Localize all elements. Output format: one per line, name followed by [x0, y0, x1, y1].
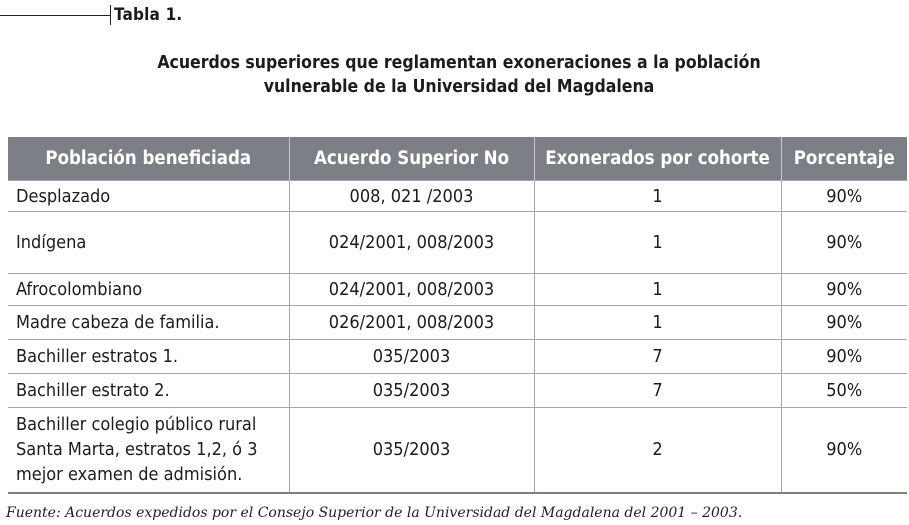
cell-line: Bachiller estratos 1.	[16, 346, 179, 367]
poblacion-cell: Bachiller estrato 2.	[8, 373, 289, 408]
porcentaje-cell: 90%	[780, 180, 907, 212]
porcentaje-cell: 90%	[780, 339, 907, 374]
cell-line: Indígena	[16, 232, 87, 253]
acuerdo-cell: 035/2003	[288, 407, 534, 494]
acuerdo-cell: 024/2001, 008/2003	[288, 211, 534, 274]
acuerdo-cell: 024/2001, 008/2003	[288, 273, 534, 306]
exonerados-cell: 1	[533, 273, 781, 306]
column-header: Acuerdo Superior No	[288, 137, 534, 181]
porcentaje-cell: 90%	[780, 273, 907, 306]
table-number: Tabla 1.	[114, 5, 183, 25]
exonerados-cell: 1	[533, 211, 781, 274]
exonerados-cell: 1	[533, 180, 781, 212]
exonerados-cell: 1	[533, 305, 781, 340]
acuerdo-cell: 008, 021 /2003	[288, 180, 534, 212]
label-rule	[0, 14, 110, 16]
table-title: Acuerdos superiores que reglamentan exon…	[0, 51, 909, 99]
table-title-line: Acuerdos superiores que reglamentan exon…	[157, 53, 761, 73]
table-row: Indígena 024/2001, 008/2003 1 90%	[8, 211, 907, 274]
cell-line: Bachiller colegio público rural	[16, 414, 257, 436]
exonerados-cell: 7	[533, 339, 781, 374]
acuerdo-cell: 035/2003	[288, 373, 534, 408]
table-row: Madre cabeza de familia. 026/2001, 008/2…	[8, 305, 907, 340]
column-header: Exonerados por cohorte	[533, 137, 781, 181]
porcentaje-cell: 90%	[780, 305, 907, 340]
acuerdo-cell: 035/2003	[288, 339, 534, 374]
exonerados-cell: 2	[533, 407, 781, 494]
table-row: Afrocolombiano 024/2001, 008/2003 1 90%	[8, 273, 907, 306]
source-note: Fuente: Acuerdos expedidos por el Consej…	[6, 505, 743, 521]
acuerdo-cell: 026/2001, 008/2003	[288, 305, 534, 340]
poblacion-cell: Madre cabeza de familia.	[8, 305, 289, 340]
porcentaje-cell: 90%	[780, 407, 907, 494]
cell-line: Desplazado	[16, 185, 111, 207]
table-row: Bachiller estratos 1. 035/2003 7 90%	[8, 339, 907, 374]
cell-line: Afrocolombiano	[16, 279, 143, 300]
data-table: Población beneficiada Acuerdo Superior N…	[8, 137, 907, 494]
column-header: Población beneficiada	[8, 137, 289, 181]
table-label: Tabla 1.	[0, 3, 182, 27]
poblacion-cell: Afrocolombiano	[8, 273, 289, 306]
exonerados-cell: 7	[533, 373, 781, 408]
table-row: Bachiller estrato 2. 035/2003 7 50%	[8, 373, 907, 408]
porcentaje-cell: 90%	[780, 211, 907, 274]
column-header: Porcentaje	[780, 137, 907, 181]
table-row: Bachiller colegio público rural Santa Ma…	[8, 407, 907, 494]
poblacion-cell: Bachiller colegio público rural Santa Ma…	[8, 407, 289, 494]
header-row: Población beneficiada Acuerdo Superior N…	[8, 137, 907, 181]
cell-line: Bachiller estrato 2.	[16, 380, 170, 401]
cell-line: mejor examen de admisión.	[16, 464, 243, 486]
cell-line: Santa Marta, estratos 1,2, ó 3	[16, 439, 258, 461]
cell-line: Madre cabeza de familia.	[16, 312, 220, 333]
table-row: Desplazado 008, 021 /2003 1 90%	[8, 180, 907, 212]
poblacion-cell: Indígena	[8, 211, 289, 274]
table-title-line: vulnerable de la Universidad del Magdale…	[263, 77, 655, 97]
porcentaje-cell: 50%	[780, 373, 907, 408]
poblacion-cell: Bachiller estratos 1.	[8, 339, 289, 374]
poblacion-cell: Desplazado	[8, 180, 289, 212]
label-tick	[110, 5, 111, 25]
